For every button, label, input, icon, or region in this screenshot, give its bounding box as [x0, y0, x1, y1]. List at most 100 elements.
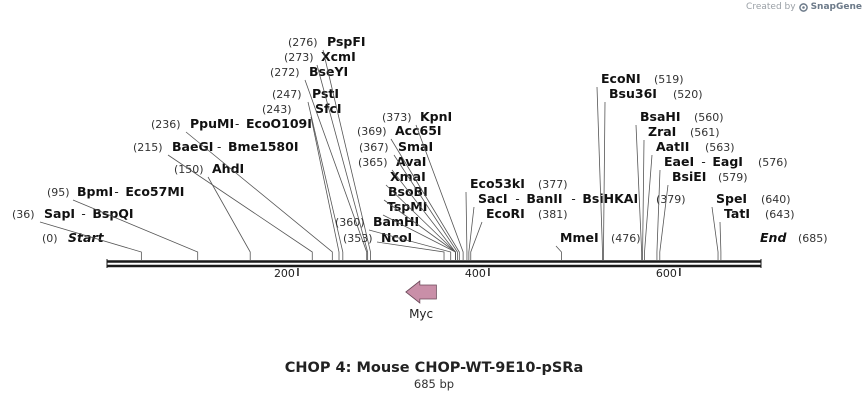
- site-separator: -: [571, 192, 575, 206]
- site-leader-line: [167, 154, 313, 260]
- site-leader-line: [656, 169, 661, 260]
- site-leader-line: [72, 199, 199, 260]
- enzyme-name: PstI: [312, 86, 339, 101]
- map-length: 685 bp: [413, 377, 455, 391]
- site-position-label: (273): [284, 51, 314, 64]
- site-smai[interactable]: (367) SmaI: [359, 139, 458, 260]
- snapgene-logo-icon: [798, 2, 808, 12]
- features: Myc: [405, 280, 437, 321]
- enzyme-name: Eco57MI: [125, 184, 184, 199]
- site-tati[interactable]: (643) TatI: [719, 206, 795, 260]
- enzyme-name: PspFI: [327, 34, 366, 49]
- site-baegi[interactable]: (215) BaeGI - Bme1580I: [133, 139, 313, 260]
- site-position-label: (377): [538, 178, 568, 191]
- site-separator: -: [114, 185, 118, 199]
- enzyme-name: BseYI: [309, 64, 348, 79]
- feature-myc[interactable]: Myc: [405, 280, 437, 321]
- site-position-label: (579): [718, 171, 748, 184]
- site-saci[interactable]: (379)SacI - BanII - BsiHKAI: [468, 191, 686, 260]
- site-leader-line: [596, 86, 603, 260]
- site-avai[interactable]: (365) AvaI: [358, 154, 456, 260]
- enzyme-name: BsiHKAI: [582, 191, 638, 206]
- enzyme-name: BsaHI: [640, 109, 681, 124]
- site-bseyi[interactable]: (272) BseYI: [270, 64, 368, 260]
- ruler-tick-label: 600: [656, 267, 677, 280]
- enzyme-name: EcoNI: [601, 71, 641, 86]
- site-position-label: (236): [151, 118, 181, 131]
- site-separator: -: [515, 192, 519, 206]
- site-leader-line: [316, 64, 369, 260]
- site-leader-line: [719, 221, 722, 260]
- enzyme-name: EaeI: [664, 154, 694, 169]
- enzyme-name: Bme1580I: [228, 139, 298, 154]
- enzyme-name: SapI: [44, 206, 75, 221]
- watermark-prefix: Created by: [746, 2, 796, 12]
- site-leader-line: [603, 101, 606, 260]
- site-end[interactable]: (685) End: [760, 230, 828, 245]
- enzyme-name: SpeI: [716, 191, 747, 206]
- enzyme-name: AatII: [656, 139, 689, 154]
- site-position-label: (272): [270, 66, 300, 79]
- enzyme-name: BaeGI: [172, 139, 213, 154]
- site-bsu36i[interactable]: (520) Bsu36I: [603, 86, 703, 260]
- site-bpmi[interactable]: (95) BpmI - Eco57MI: [47, 184, 199, 260]
- site-leader-line: [644, 154, 653, 260]
- enzyme-name: EagI: [712, 154, 743, 169]
- site-position-label: (353): [343, 232, 373, 245]
- enzyme-name: ZraI: [648, 124, 676, 139]
- site-mmei[interactable]: (476) MmeI: [555, 230, 641, 260]
- site-position-label: (276): [288, 36, 318, 49]
- site-ecori[interactable]: (381) EcoRI: [470, 206, 568, 260]
- site-leader-line: [185, 131, 333, 260]
- site-xcmi[interactable]: (273) XcmI: [284, 49, 369, 260]
- site-separator: -: [81, 207, 85, 221]
- enzyme-name: BspQI: [92, 206, 133, 221]
- site-bsahi[interactable]: (560) BsaHI: [635, 109, 724, 260]
- site-ncoi[interactable]: (353) NcoI: [343, 230, 445, 260]
- site-position-label: (476): [611, 232, 641, 245]
- site-ahdi[interactable]: (150) AhdI: [174, 161, 251, 260]
- watermark: Created by SnapGene: [746, 2, 862, 12]
- enzyme-name: Eco53kI: [470, 176, 525, 191]
- site-leader-line: [304, 79, 368, 260]
- site-spei[interactable]: (640) SpeI: [711, 191, 791, 260]
- enzyme-name: SmaI: [398, 139, 433, 154]
- site-position-label: (643): [765, 208, 795, 221]
- enzyme-name: BsoBI: [388, 184, 428, 199]
- site-position-label: (95): [47, 186, 70, 199]
- site-bsiei[interactable]: (579) BsiEI: [659, 169, 748, 260]
- site-aatii[interactable]: (563) AatII: [644, 139, 735, 260]
- site-start[interactable]: (0) Start: [42, 230, 105, 245]
- site-leader-line: [310, 116, 340, 260]
- site-leader-line: [376, 241, 445, 260]
- site-separator: -: [701, 155, 705, 169]
- site-leader-line: [393, 154, 458, 260]
- ruler-tick-label: 400: [465, 267, 486, 280]
- site-sapi[interactable]: (36) SapI - BspQI: [12, 206, 142, 260]
- site-ppumi[interactable]: (236) PpuMI - EcoO109I: [151, 116, 333, 260]
- feature-label: Myc: [409, 307, 433, 321]
- site-leader-line: [391, 169, 456, 260]
- site-kpni[interactable]: (373) KpnI: [382, 109, 464, 260]
- site-eco53ki[interactable]: (377) Eco53kI: [465, 176, 568, 260]
- site-leader-line: [465, 191, 468, 260]
- site-position-label: (519): [654, 73, 684, 86]
- site-leader-line: [635, 124, 643, 260]
- site-leader-line: [390, 138, 460, 260]
- site-leader-line: [642, 139, 645, 260]
- enzyme-name: PpuMI: [190, 116, 234, 131]
- site-zrai[interactable]: (561) ZraI: [642, 124, 720, 260]
- enzyme-name: KpnI: [420, 109, 452, 124]
- enzyme-name: SfcI: [315, 101, 342, 116]
- site-pspfi[interactable]: (276) PspFI: [288, 34, 371, 260]
- site-eaei[interactable]: (576) EaeI - EagI: [656, 154, 788, 260]
- enzyme-name: EcoO109I: [246, 116, 312, 131]
- site-position-label: (369): [357, 125, 387, 138]
- site-leader-line: [659, 184, 669, 260]
- site-sfci[interactable]: (243) SfcI: [262, 101, 342, 260]
- site-position-label: (381): [538, 208, 568, 221]
- enzyme-name: AhdI: [212, 161, 244, 176]
- site-position-label: (360): [335, 216, 365, 229]
- site-econi[interactable]: (519) EcoNI: [596, 71, 684, 260]
